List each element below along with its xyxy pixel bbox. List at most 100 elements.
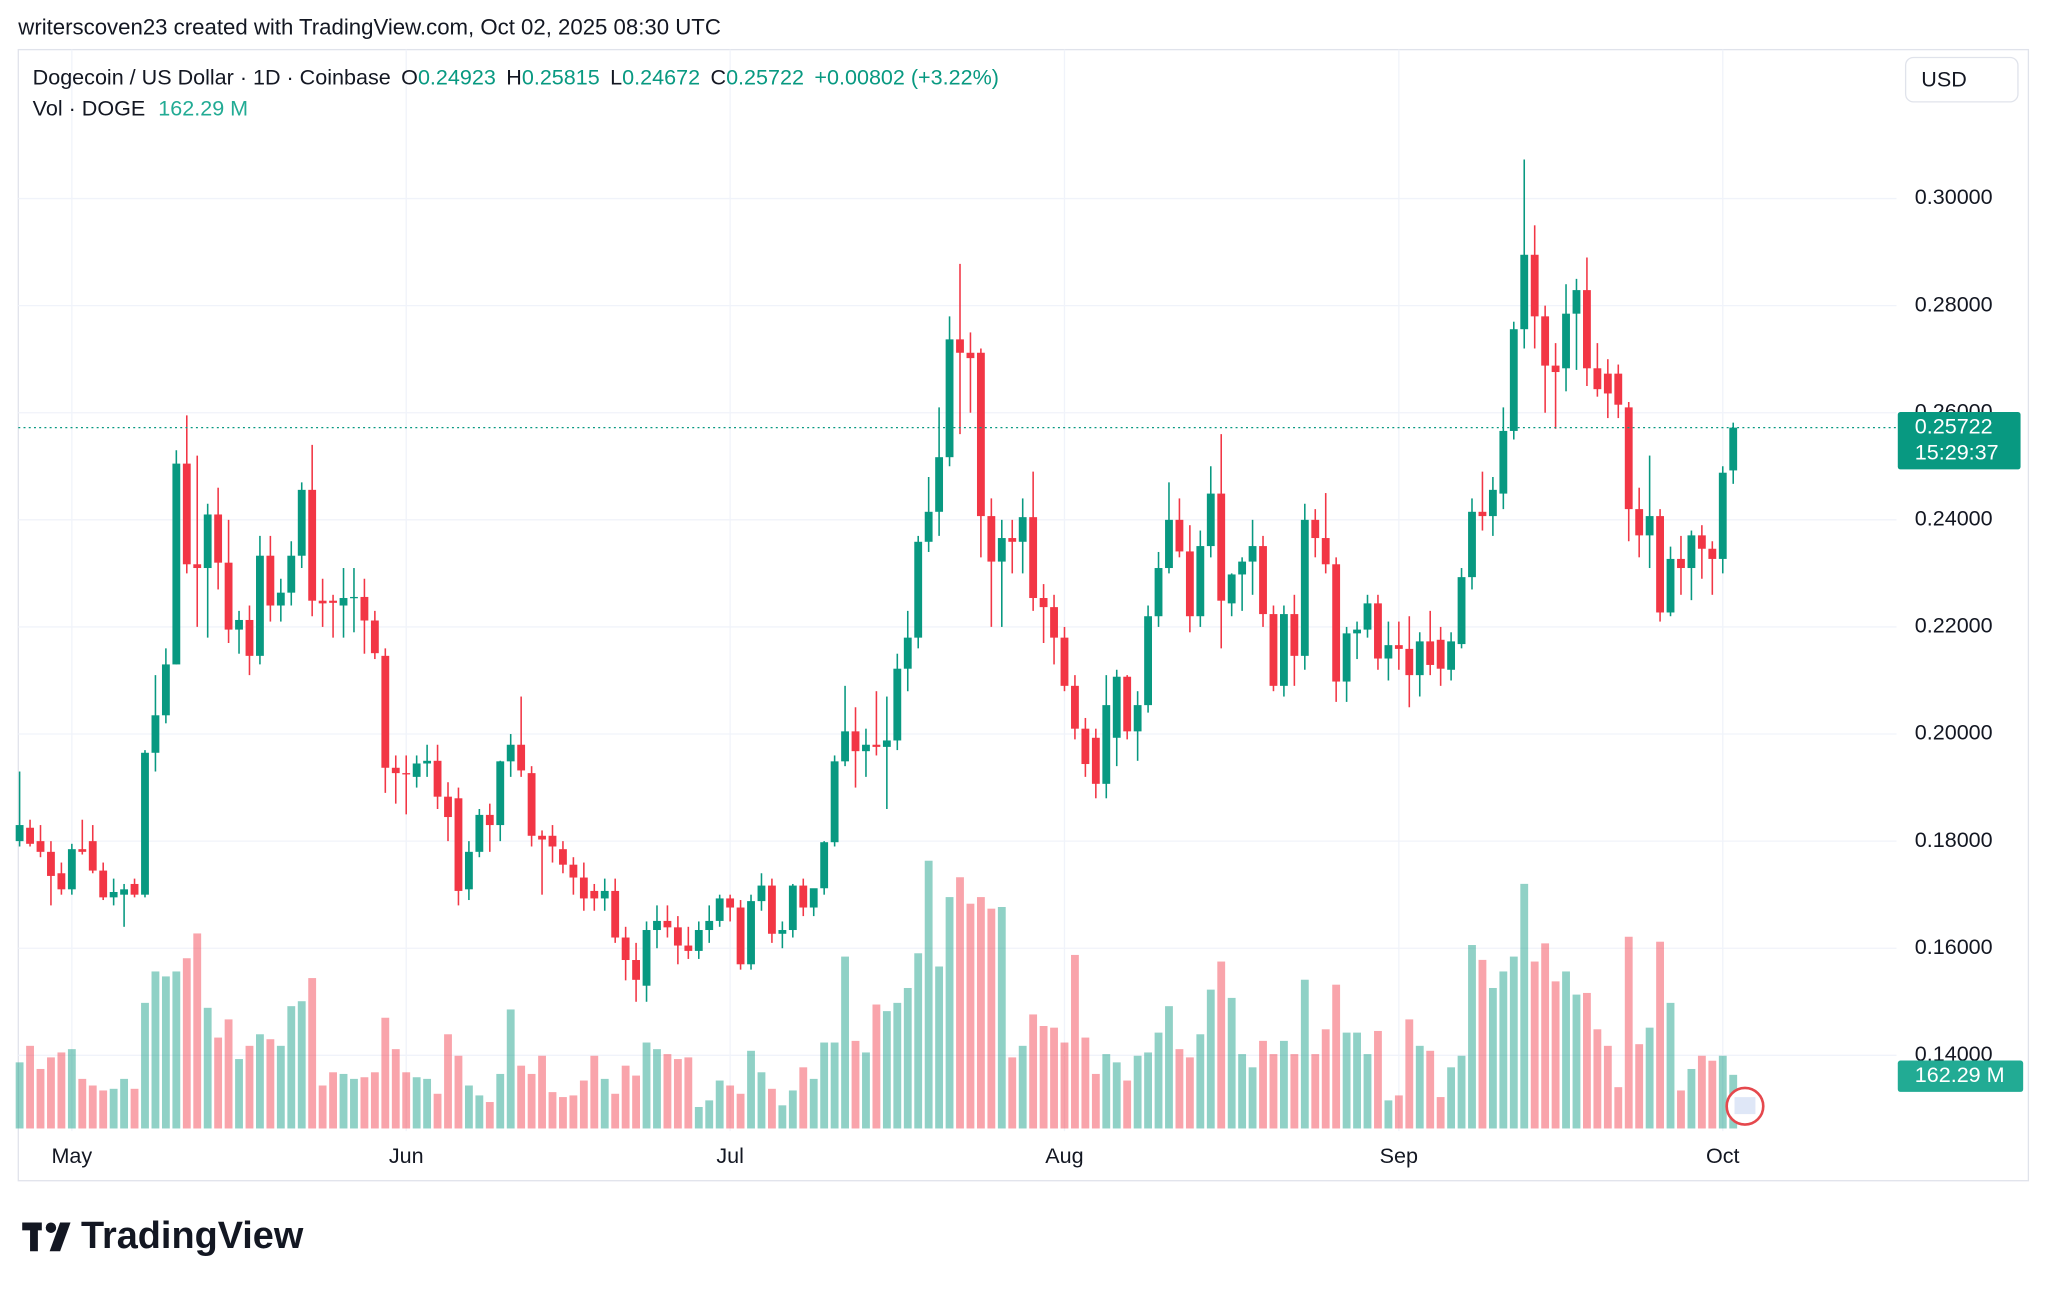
candle-body (193, 564, 202, 569)
candle-body (370, 620, 379, 654)
volume-bar (1363, 1054, 1372, 1129)
candle-body (694, 930, 703, 951)
close-value: 0.25722 (726, 64, 804, 89)
volume-bar (1102, 1054, 1111, 1129)
volume-bar (924, 860, 933, 1129)
candle-body (1697, 535, 1706, 549)
grid (18, 49, 1897, 1132)
candle-body (841, 731, 849, 762)
volume-bar (412, 1077, 421, 1129)
volume-bar (548, 1092, 557, 1129)
candle-body (1708, 548, 1717, 559)
price-axis: 0.140000.160000.180000.200000.220000.240… (51, 184, 2024, 1168)
candle-body (391, 767, 400, 774)
candle-body (276, 592, 285, 606)
candle-body (642, 930, 651, 986)
currency-button[interactable] (1904, 56, 2019, 103)
flag-badge (1725, 1086, 1765, 1126)
volume-bar (705, 1100, 714, 1129)
logo-mark (45, 1222, 57, 1233)
volume-bar (1311, 1054, 1320, 1129)
candle-body (214, 514, 223, 563)
candle-body (26, 827, 34, 844)
candle-body (517, 744, 526, 771)
currency[interactable]: USD (1921, 67, 1967, 92)
volume-bar (1478, 959, 1487, 1129)
candle-body (120, 889, 129, 895)
candle-body (1499, 430, 1508, 494)
candle-body (412, 763, 421, 777)
candle-body (172, 463, 181, 665)
volume-bar (642, 1042, 651, 1129)
volume-bar (882, 1011, 891, 1129)
candle-body (1332, 564, 1341, 682)
candles (15, 159, 1897, 1002)
volume-bar (987, 908, 996, 1129)
volume-bar (88, 1085, 97, 1129)
volume-bar (433, 1093, 442, 1129)
badge-flag (1734, 1097, 1756, 1115)
open-label: O (401, 64, 418, 89)
volume-bar (47, 1057, 55, 1129)
volume-bar (276, 1045, 285, 1129)
candle-body (245, 619, 254, 656)
candle-body (1614, 373, 1623, 405)
volume-bar (768, 1088, 776, 1129)
x-tick-label: Jul (716, 1143, 744, 1168)
candle-body (297, 489, 306, 556)
candle-body (945, 339, 954, 458)
volume-bar (600, 1078, 609, 1129)
candle-body (1572, 290, 1581, 314)
candle-body (862, 744, 870, 752)
candle-body (1394, 645, 1403, 649)
volume-bar (1468, 945, 1476, 1129)
candle-body (914, 541, 923, 638)
volume-value: 162.29 M (158, 95, 248, 120)
volume-bar (851, 1040, 860, 1129)
volume-bar (966, 903, 975, 1129)
y-tick-label: 0.24000 (1915, 506, 1993, 531)
volume-bar (1071, 954, 1079, 1129)
candle-body (1217, 493, 1226, 601)
volume-bar (1436, 1097, 1445, 1129)
volume-bar (1572, 994, 1581, 1129)
candle-body (1206, 493, 1215, 547)
y-tick-label: 0.30000 (1915, 184, 1993, 209)
volume-bar (715, 1080, 724, 1129)
candle-body (1718, 472, 1727, 559)
volume-bar (1509, 956, 1518, 1129)
volume-bar (1488, 987, 1497, 1129)
candle-body (506, 744, 515, 762)
volume-bar (1499, 971, 1508, 1129)
candle-body (308, 489, 317, 601)
volume-bar (151, 971, 160, 1129)
volume-bar (224, 1019, 233, 1129)
candle-body (182, 463, 191, 565)
candle-body (1541, 316, 1550, 366)
volume-bar (193, 933, 202, 1129)
candle-body (705, 920, 714, 931)
volume-bar (214, 1037, 223, 1129)
volume-bar (1551, 981, 1560, 1129)
candle-body (1018, 517, 1027, 542)
volume-bar (1018, 1045, 1027, 1129)
candle-body (1060, 637, 1069, 686)
candle-body (99, 870, 108, 898)
volume-bar (391, 1049, 400, 1129)
candle-body (882, 740, 891, 747)
candle-body (329, 600, 337, 603)
candle-body (224, 562, 233, 630)
candle-body (799, 885, 808, 908)
volume-bar (266, 1039, 275, 1129)
candle-body (684, 945, 693, 951)
volume-bar (1394, 1095, 1403, 1129)
volume-bar (799, 1067, 808, 1129)
candle-body (78, 849, 87, 852)
volume-bar (1593, 1029, 1602, 1129)
last-price-label: 0.25722 (1915, 413, 1993, 438)
volume-bar (444, 1034, 452, 1129)
candle-body (1729, 427, 1738, 471)
volume-bar (1645, 1027, 1654, 1129)
volume-bar (203, 1007, 212, 1129)
